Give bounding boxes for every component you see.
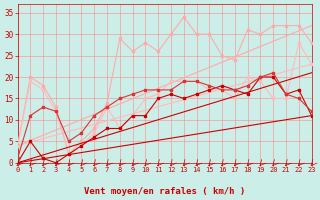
X-axis label: Vent moyen/en rafales ( km/h ): Vent moyen/en rafales ( km/h ) (84, 187, 245, 196)
